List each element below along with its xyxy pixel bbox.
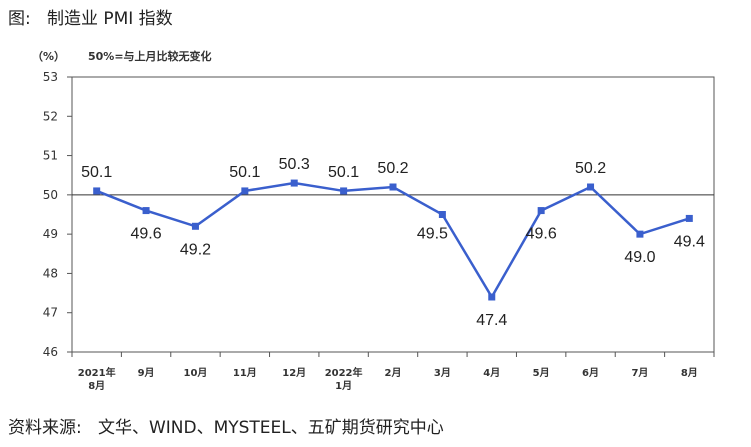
data-label: 50.3 bbox=[279, 156, 310, 173]
data-label: 49.5 bbox=[417, 226, 448, 243]
data-label: 49.0 bbox=[624, 249, 655, 266]
data-label: 49.6 bbox=[131, 226, 162, 243]
data-point-marker bbox=[685, 214, 693, 222]
data-point-marker bbox=[142, 207, 150, 215]
reference-note: 50%=与上月比较无变化 bbox=[88, 49, 212, 63]
data-label: 49.2 bbox=[180, 241, 211, 258]
data-point-marker bbox=[340, 187, 348, 195]
y-tick-label: 49 bbox=[43, 227, 58, 241]
x-tick-label: 7月 bbox=[631, 367, 648, 379]
y-tick-label: 48 bbox=[43, 266, 58, 280]
x-tick-label: 2月 bbox=[385, 367, 402, 379]
data-label: 50.2 bbox=[377, 160, 408, 177]
x-tick-label: 12月 bbox=[282, 367, 306, 379]
y-tick-label: 50 bbox=[43, 188, 58, 202]
x-tick-label: 2021年 bbox=[78, 366, 116, 379]
x-tick-label: 9月 bbox=[138, 367, 155, 379]
series-markers bbox=[93, 179, 693, 301]
data-point-marker bbox=[636, 230, 644, 238]
y-tick-label: 46 bbox=[43, 345, 58, 359]
x-tick-label: 2022年 bbox=[325, 366, 363, 379]
data-label: 49.4 bbox=[674, 233, 705, 250]
y-tick-label: 51 bbox=[43, 149, 58, 163]
data-point-marker bbox=[438, 211, 446, 218]
data-point-marker bbox=[290, 179, 298, 187]
x-tick-label: 5月 bbox=[533, 367, 550, 379]
y-axis-unit: （%） bbox=[32, 50, 65, 63]
data-point-marker bbox=[93, 187, 101, 195]
x-tick-label: 8月 bbox=[681, 367, 698, 379]
x-tick-label: 8月 bbox=[88, 380, 105, 392]
data-point-marker bbox=[241, 187, 249, 195]
data-label: 47.4 bbox=[476, 312, 507, 329]
figure-title: 图: 制造业 PMI 指数 bbox=[8, 9, 173, 29]
plot-area-frame bbox=[71, 76, 715, 353]
figure-source: 资料来源: 文华、WIND、MYSTEEL、五矿期货研究中心 bbox=[8, 418, 444, 438]
x-tick-label: 11月 bbox=[233, 367, 257, 379]
data-label: 50.1 bbox=[229, 164, 260, 181]
data-point-marker bbox=[389, 183, 397, 191]
data-label: 50.1 bbox=[81, 164, 112, 181]
y-tick-label: 47 bbox=[43, 306, 58, 320]
x-tick-label: 1月 bbox=[335, 380, 352, 392]
x-tick-label: 10月 bbox=[184, 367, 208, 379]
x-tick-label: 6月 bbox=[582, 367, 599, 379]
data-label: 49.6 bbox=[526, 226, 557, 243]
data-point-marker bbox=[488, 293, 496, 301]
data-point-marker bbox=[587, 183, 595, 191]
y-axis-ticks: 46 47 48 49 50 51 52 53 bbox=[43, 70, 72, 359]
data-labels: 50.1 49.6 49.2 50.1 50.3 50.1 50.2 49.5 47.4 49.6… bbox=[81, 156, 705, 329]
series-line bbox=[96, 181, 690, 300]
x-tick-label: 4月 bbox=[483, 367, 500, 379]
data-label: 50.2 bbox=[575, 160, 606, 177]
data-point-marker bbox=[191, 222, 199, 230]
data-label: 50.1 bbox=[328, 164, 359, 181]
y-tick-label: 52 bbox=[43, 109, 58, 123]
x-tick-label: 3月 bbox=[434, 367, 451, 379]
y-tick-label: 53 bbox=[43, 70, 58, 84]
data-point-marker bbox=[537, 207, 545, 215]
